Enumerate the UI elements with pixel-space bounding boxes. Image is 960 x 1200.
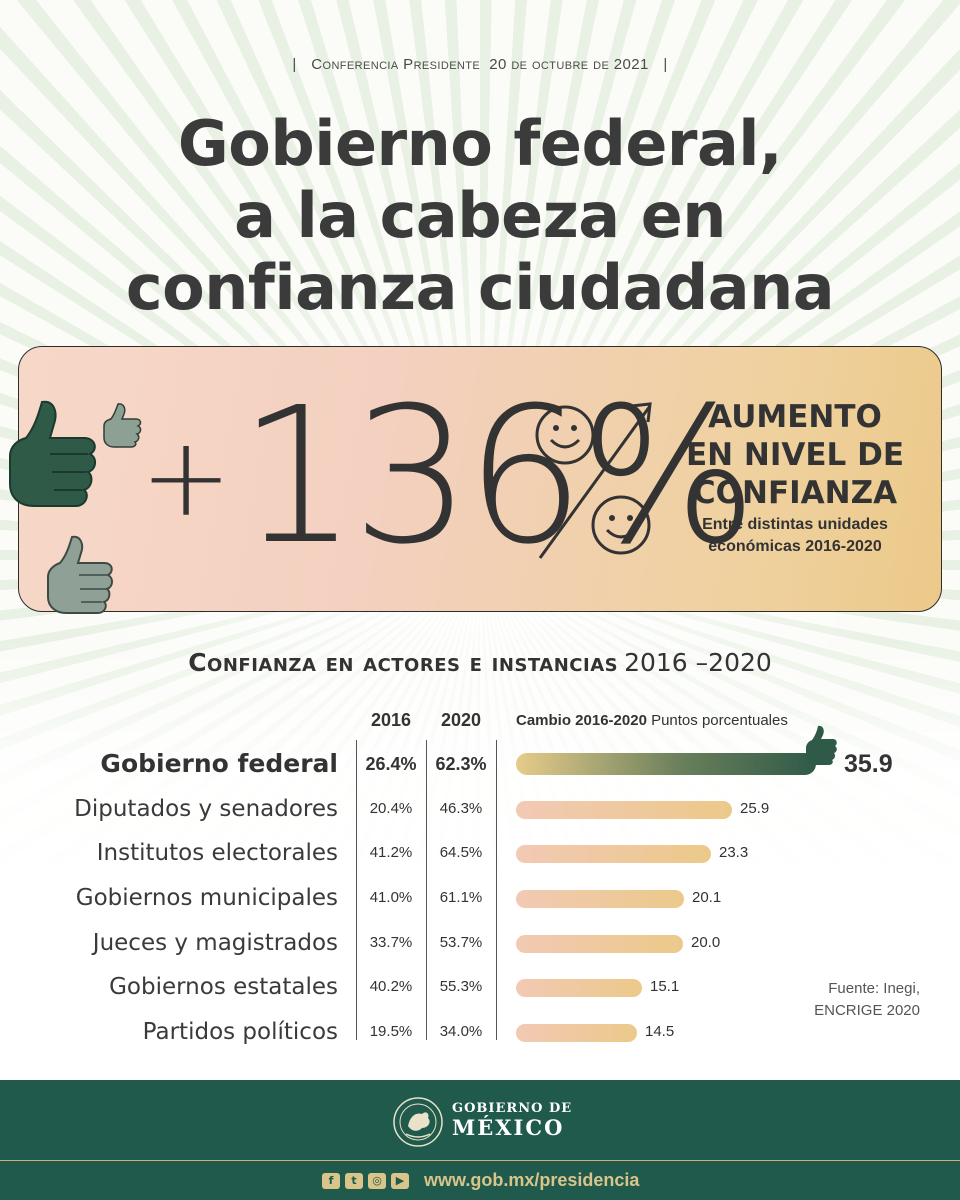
youtube-icon[interactable]: ▶	[391, 1173, 409, 1189]
table-row: Institutos electorales 41.2% 64.5% 23.3	[0, 831, 960, 875]
row-label: Jueces y magistrados	[92, 930, 338, 956]
change-value: 23.3	[719, 844, 749, 861]
row-label: Gobierno federal	[100, 749, 338, 778]
value-2020: 62.3%	[435, 754, 487, 774]
table-row: Partidos políticos 19.5% 34.0% 14.5	[0, 1010, 960, 1054]
divider-left: |	[292, 56, 297, 73]
section-title-text: Confianza en actores e instancias	[188, 648, 619, 677]
source-note: Fuente: Inegi, ENCRIGE 2020	[810, 978, 920, 1022]
hero-subtitle-line-1: Entre distintas unidades	[702, 516, 888, 533]
national-seal-icon	[393, 1097, 443, 1147]
change-value: 20.1	[692, 889, 722, 906]
hero-panel	[18, 346, 942, 612]
page-title: Gobierno federal, a la cabeza en confian…	[40, 108, 920, 324]
smiley-icon	[535, 405, 595, 465]
footer: GOBIERNO DE MÉXICO f t ◎ ▶ www.gob.mx/pr…	[0, 1080, 960, 1200]
website-link[interactable]: www.gob.mx/presidencia	[424, 1170, 640, 1190]
change-bar	[516, 935, 683, 953]
social-icons: f t ◎ ▶	[322, 1173, 409, 1189]
hero-heading: AUMENTO EN NIVEL DE CONFIANZA	[660, 398, 930, 512]
smiley-icon-2	[591, 495, 651, 555]
value-2016: 26.4%	[365, 754, 417, 774]
hero-subtitle-line-2: económicas 2016-2020	[708, 538, 882, 555]
table-row: Diputados y senadores 20.4% 46.3% 25.9	[0, 787, 960, 831]
column-divider-3	[496, 740, 497, 1040]
row-label: Partidos políticos	[142, 1019, 338, 1045]
change-bar	[516, 753, 816, 775]
arrow-up-icon	[538, 402, 652, 559]
change-value: 15.1	[650, 978, 680, 995]
table-row: Gobiernos estatales 40.2% 55.3% 15.1	[0, 965, 960, 1009]
increase-percent: 136%	[238, 367, 757, 586]
gov-line-2: MÉXICO	[452, 1115, 565, 1140]
government-logo-text: GOBIERNO DE MÉXICO	[452, 1101, 572, 1140]
hero-heading-line-2: EN NIVEL DE	[685, 437, 904, 473]
change-header-rest: Puntos porcentuales	[646, 712, 788, 729]
value-2020: 55.3%	[439, 978, 483, 995]
gov-line-1: GOBIERNO DE	[452, 1101, 573, 1116]
conference-line: | Conferencia Presidente 20 de octubre d…	[0, 56, 960, 73]
value-2016: 41.2%	[369, 844, 413, 861]
background-fade	[0, 640, 960, 1080]
column-divider-1	[356, 740, 357, 1040]
thumbs-up-icon	[9, 400, 96, 507]
value-2020: 64.5%	[439, 844, 483, 861]
change-bar	[516, 979, 642, 997]
bar-thumbs-up-icon	[806, 725, 837, 765]
value-2020: 34.0%	[439, 1023, 483, 1040]
value-2016: 19.5%	[369, 1023, 413, 1040]
value-2020: 61.1%	[439, 889, 483, 906]
value-2016: 33.7%	[369, 934, 413, 951]
footer-divider	[0, 1160, 960, 1161]
change-value: 14.5	[645, 1023, 675, 1040]
change-value: 25.9	[740, 800, 770, 817]
facebook-icon[interactable]: f	[322, 1173, 340, 1189]
change-value: 35.9	[844, 750, 893, 778]
table-row: Gobierno federal 26.4% 62.3% 35.9	[0, 725, 960, 786]
value-2020: 46.3%	[439, 800, 483, 817]
instagram-icon[interactable]: ◎	[368, 1173, 386, 1189]
small-thumbs-up-icon	[103, 403, 142, 448]
title-line-1: Gobierno federal,	[177, 107, 783, 180]
gray-thumbs-up-icon	[47, 535, 113, 614]
value-2016: 41.0%	[369, 889, 413, 906]
hero-heading-line-1: AUMENTO	[708, 399, 882, 435]
change-bar	[516, 890, 684, 908]
value-2016: 40.2%	[369, 978, 413, 995]
title-line-2: a la cabeza en	[234, 179, 726, 252]
change-header-bold: Cambio 2016-2020	[516, 712, 647, 729]
section-title: Confianza en actores e instancias 2016 –2…	[0, 648, 960, 677]
change-bar	[516, 1024, 637, 1042]
value-2016: 20.4%	[369, 800, 413, 817]
hero-subtitle: Entre distintas unidades económicas 2016…	[660, 514, 930, 558]
row-label: Gobiernos municipales	[75, 885, 338, 911]
change-bar	[516, 801, 732, 819]
conference-text: Conferencia Presidente 20 de octubre de …	[311, 56, 649, 73]
row-label: Gobiernos estatales	[109, 974, 338, 1000]
hero-heading-line-3: CONFIANZA	[692, 475, 898, 511]
title-line-3: confianza ciudadana	[125, 251, 835, 324]
twitter-icon[interactable]: t	[345, 1173, 363, 1189]
change-value: 20.0	[691, 934, 721, 951]
change-bar	[516, 845, 711, 863]
column-divider-2	[426, 740, 427, 1040]
plus-sign: +	[140, 413, 233, 541]
change-column-header: Cambio 2016-2020 Puntos porcentuales	[516, 712, 788, 729]
row-label: Diputados y senadores	[74, 796, 338, 822]
source-line-1: Fuente: Inegi,	[828, 980, 920, 997]
section-years: 2016 –2020	[624, 648, 772, 677]
divider-right: |	[663, 56, 668, 73]
increase-value: + 136%	[140, 367, 758, 586]
column-header-2020: 2020	[440, 710, 482, 730]
value-2020: 53.7%	[439, 934, 483, 951]
source-line-2: ENCRIGE 2020	[814, 1002, 920, 1019]
table-row: Jueces y magistrados 33.7% 53.7% 20.0	[0, 921, 960, 965]
row-label: Institutos electorales	[96, 840, 338, 866]
column-header-2016: 2016	[370, 710, 412, 730]
table-row: Gobiernos municipales 41.0% 61.1% 20.1	[0, 876, 960, 920]
